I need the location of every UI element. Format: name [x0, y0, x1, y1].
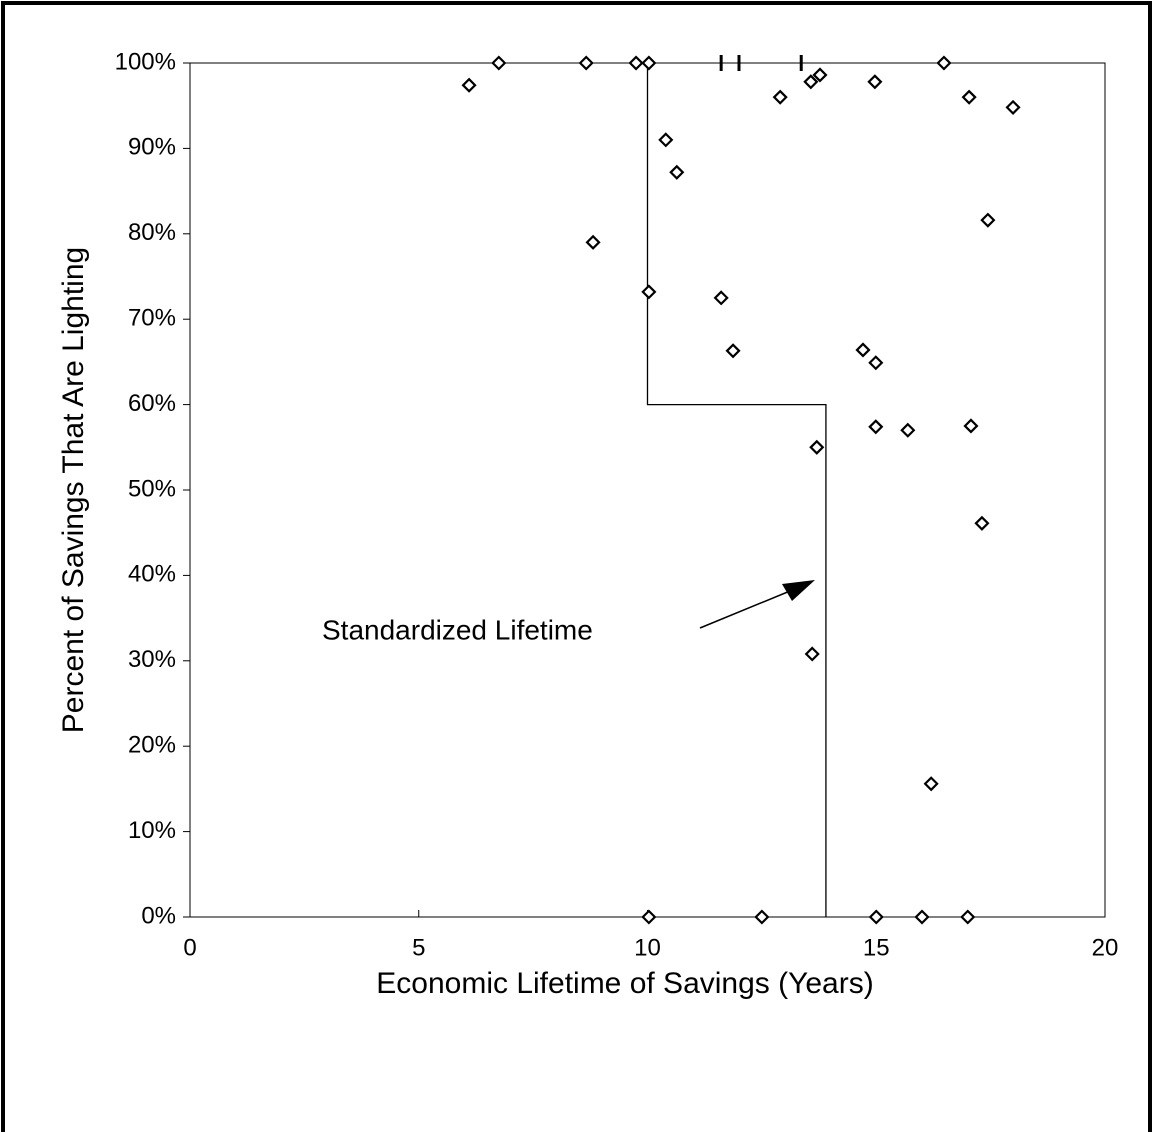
data-point: [585, 234, 601, 250]
data-point: [963, 418, 979, 434]
data-point: [713, 290, 729, 306]
y-tick-label: 30%: [128, 646, 176, 673]
data-point: [669, 164, 685, 180]
x-tick-label: 20: [1092, 934, 1119, 961]
data-point: [803, 74, 819, 90]
x-tick-label: 10: [634, 934, 661, 961]
data-point: [868, 419, 884, 435]
data-point: [461, 77, 477, 93]
data-point: [961, 89, 977, 105]
data-point: [868, 909, 884, 925]
y-tick-label: 10%: [128, 817, 176, 844]
data-point: [491, 55, 507, 71]
data-point: [914, 909, 930, 925]
data-point: [628, 55, 644, 71]
data-point: [868, 355, 884, 371]
data-point: [960, 909, 976, 925]
x-tick-label: 5: [412, 934, 425, 961]
data-point: [812, 67, 828, 83]
data-point: [923, 776, 939, 792]
data-point: [754, 909, 770, 925]
y-tick-label: 0%: [141, 902, 176, 929]
data-point: [772, 89, 788, 105]
x-tick-label: 0: [183, 934, 196, 961]
data-point: [658, 132, 674, 148]
y-tick-label: 20%: [128, 732, 176, 759]
data-point: [578, 55, 594, 71]
y-tick-label: 70%: [128, 305, 176, 332]
y-tick-label: 60%: [128, 390, 176, 417]
data-point: [900, 422, 916, 438]
y-axis-title: Percent of Savings That Are Lighting: [57, 247, 90, 733]
x-axis-title: Economic Lifetime of Savings (Years): [376, 967, 873, 1000]
data-point: [809, 439, 825, 455]
data-point: [855, 342, 871, 358]
data-point: [936, 55, 952, 71]
y-tick-label: 50%: [128, 475, 176, 502]
x-tick-label: 15: [863, 934, 890, 961]
data-point: [974, 515, 990, 531]
annotation-arrowhead: [782, 580, 815, 601]
standardized-lifetime-line: [646, 63, 827, 917]
y-tick-label: 40%: [128, 561, 176, 588]
data-point: [867, 74, 883, 90]
data-point: [641, 55, 657, 71]
data-point: [641, 909, 657, 925]
y-tick-label: 90%: [128, 134, 176, 161]
annotation: Standardized Lifetime: [322, 614, 593, 645]
data-point: [1005, 99, 1021, 115]
annotation-arrow: [699, 590, 791, 629]
y-tick-label: 80%: [128, 219, 176, 246]
y-tick-label: 100%: [115, 48, 176, 75]
data-point: [804, 646, 820, 662]
data-point: [980, 212, 996, 228]
data-point: [725, 343, 741, 359]
data-point: [641, 284, 657, 300]
